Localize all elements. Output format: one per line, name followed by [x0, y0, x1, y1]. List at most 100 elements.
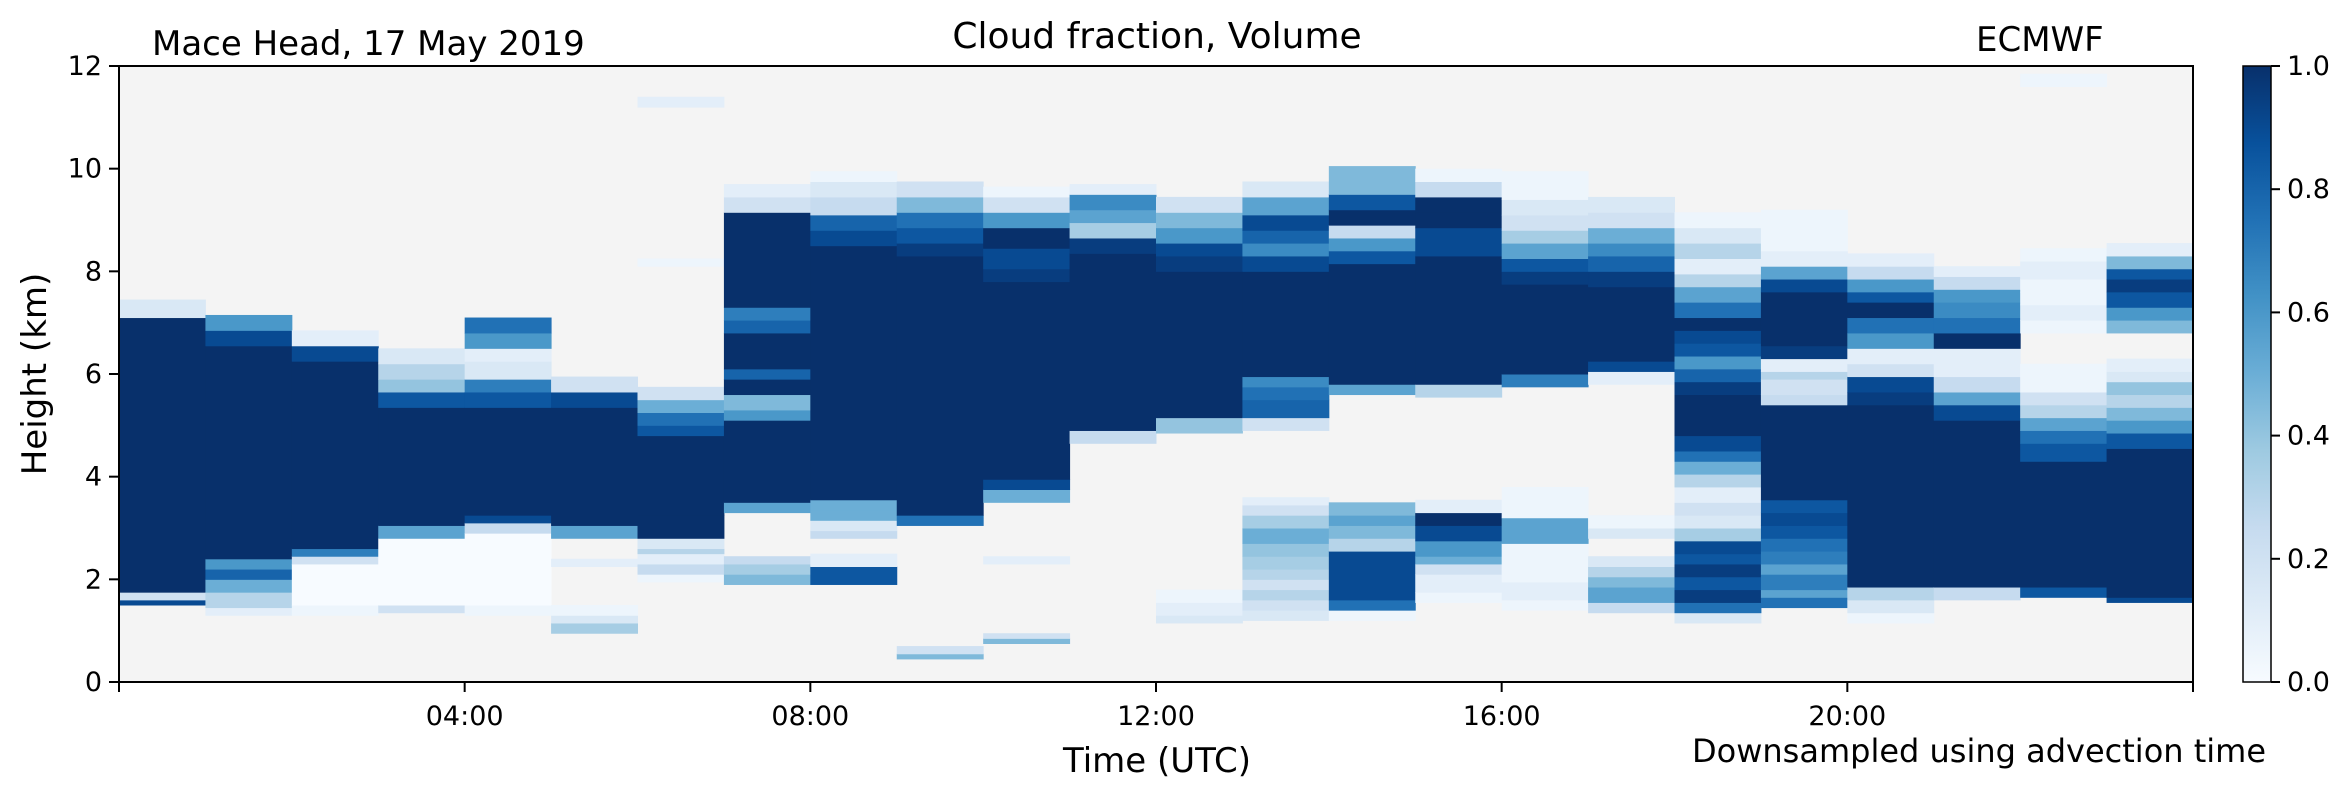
heatmap-cell [1674, 356, 1762, 370]
heatmap-cell [1674, 330, 1762, 344]
heatmap-cell [2020, 376, 2108, 393]
heatmap-cell [464, 379, 552, 393]
heatmap-cell [551, 615, 638, 624]
heatmap-cell [723, 556, 811, 565]
heatmap-cell [1760, 551, 1848, 565]
heatmap-cell [2106, 433, 2194, 449]
heatmap-cell [1847, 612, 1935, 624]
heatmap-cell [1242, 599, 1330, 611]
heatmap-cell [1328, 538, 1416, 552]
heatmap-cell [1156, 196, 1243, 213]
heatmap-cell [1328, 225, 1416, 239]
x-axis-ticks: 04:00 08:00 12:00 16:00 20:00 [118, 682, 2194, 732]
chart-title: Cloud fraction, Volume [952, 16, 1361, 57]
heatmap-cell [1069, 430, 1157, 444]
heatmap-cell [723, 320, 811, 334]
heatmap-cell [378, 363, 466, 380]
heatmap-cell [1674, 258, 1762, 275]
heatmap-cell [1242, 497, 1330, 506]
heatmap-cell [1933, 391, 2021, 406]
heatmap-cell [1847, 348, 1935, 365]
heatmap-cell [1674, 540, 1762, 555]
heatmap-cell [205, 579, 293, 593]
heatmap-cell [551, 558, 638, 567]
heatmap-cell [1069, 253, 1157, 431]
heatmap-cell [983, 479, 1071, 490]
heatmap-cell [291, 361, 379, 550]
heatmap-cell [119, 317, 206, 593]
heatmap-cell [2106, 255, 2194, 270]
heatmap-cell [637, 538, 725, 550]
heatmap-cell [1847, 599, 1935, 614]
heatmap-cell [1242, 589, 1330, 601]
heatmap-cell [983, 186, 1071, 198]
colorbar-tick-label: 0.6 [2287, 297, 2330, 328]
heatmap-cell [1933, 266, 2021, 277]
heatmap-cell [1156, 589, 1243, 603]
heatmap-cell [1501, 243, 1589, 259]
heatmap-cell [1847, 404, 1935, 588]
heatmap-cell [1415, 574, 1503, 593]
heatmap-cell [2020, 461, 2108, 588]
heatmap-cell [1933, 587, 2021, 601]
heatmap-cell [378, 525, 466, 539]
heatmap-cell [1501, 214, 1589, 231]
y-tick-label: 2 [85, 564, 102, 595]
heatmap-cell [1415, 512, 1503, 526]
heatmap-cell [1415, 196, 1503, 213]
heatmap-cell [1674, 576, 1762, 591]
colorbar-tick-label: 0.8 [2287, 174, 2330, 205]
heatmap-cell [464, 515, 552, 524]
heatmap-cell [2020, 417, 2108, 431]
heatmap-cell [1674, 602, 1762, 614]
heatmap-cell [2106, 371, 2194, 383]
heatmap-cell [637, 574, 725, 583]
heatmap-cell [723, 379, 811, 396]
heatmap-cell [1674, 563, 1762, 578]
heatmap-cell [1674, 461, 1762, 475]
heatmap-cell [205, 592, 293, 609]
heatmap-cell [2020, 320, 2108, 334]
heatmap-cell [1069, 222, 1157, 239]
heatmap-cell [1760, 209, 1848, 252]
heatmap-cell [1674, 394, 1762, 437]
heatmap-cell [2020, 73, 2108, 88]
heatmap-cell [1328, 525, 1416, 539]
heatmap-cell [1760, 499, 1848, 514]
heatmap-cell [291, 548, 379, 557]
heatmap-cell [1242, 271, 1330, 378]
heatmap-cell [1674, 589, 1762, 603]
heatmap-cell [1847, 317, 1935, 334]
heatmap-cell [983, 227, 1071, 249]
heatmap-cell [464, 361, 552, 380]
heatmap-cell [810, 520, 898, 532]
heatmap-cell [2020, 430, 2108, 444]
heatmap-cell [1674, 381, 1762, 396]
heatmap-cell [983, 489, 1071, 503]
heatmap-cell [896, 212, 984, 229]
heatmap-cell [810, 214, 898, 231]
heatmap-cell [1588, 227, 1675, 244]
heatmap-cell [1760, 371, 1848, 380]
heatmap-cell [1242, 399, 1330, 419]
heatmap-cell [464, 407, 552, 516]
heatmap-cell [810, 245, 898, 501]
x-tick-label: 16:00 [1463, 701, 1541, 732]
heatmap-cell [1242, 515, 1330, 529]
heatmap-cell [1933, 348, 2021, 365]
heatmap-cell [291, 330, 379, 347]
heatmap-cell [1760, 563, 1848, 575]
heatmap-cell [1328, 502, 1416, 516]
heatmap-cell [1588, 587, 1675, 603]
heatmap-cell [1933, 302, 2021, 319]
heatmap-cell [896, 196, 984, 213]
heatmap-cell [1674, 317, 1762, 331]
heatmap-cell [1674, 553, 1762, 565]
heatmap-cell [2020, 248, 2108, 262]
colorbar-scale [2242, 65, 2272, 683]
heatmap-cell [378, 407, 466, 526]
heatmap-cell [637, 553, 725, 565]
heatmap-cell [378, 379, 466, 393]
heatmap-cell [723, 332, 811, 370]
heatmap-cell [2106, 320, 2194, 334]
